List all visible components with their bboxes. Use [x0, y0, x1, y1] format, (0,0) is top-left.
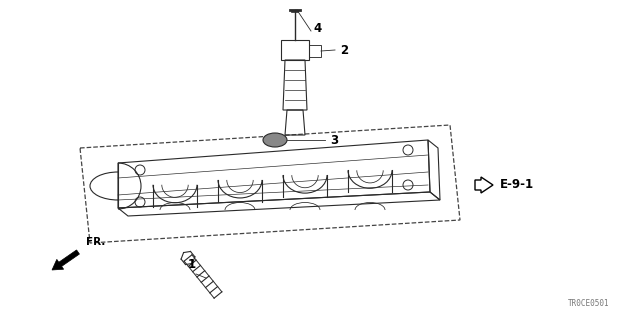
Text: 1: 1	[188, 258, 196, 271]
Text: FR.: FR.	[86, 237, 106, 247]
Text: 3: 3	[330, 133, 338, 147]
Text: 2: 2	[340, 44, 348, 57]
Ellipse shape	[263, 133, 287, 147]
Text: E-9-1: E-9-1	[500, 179, 534, 191]
FancyArrow shape	[52, 250, 79, 270]
Text: 4: 4	[313, 21, 321, 35]
Text: TR0CE0501: TR0CE0501	[568, 299, 610, 308]
